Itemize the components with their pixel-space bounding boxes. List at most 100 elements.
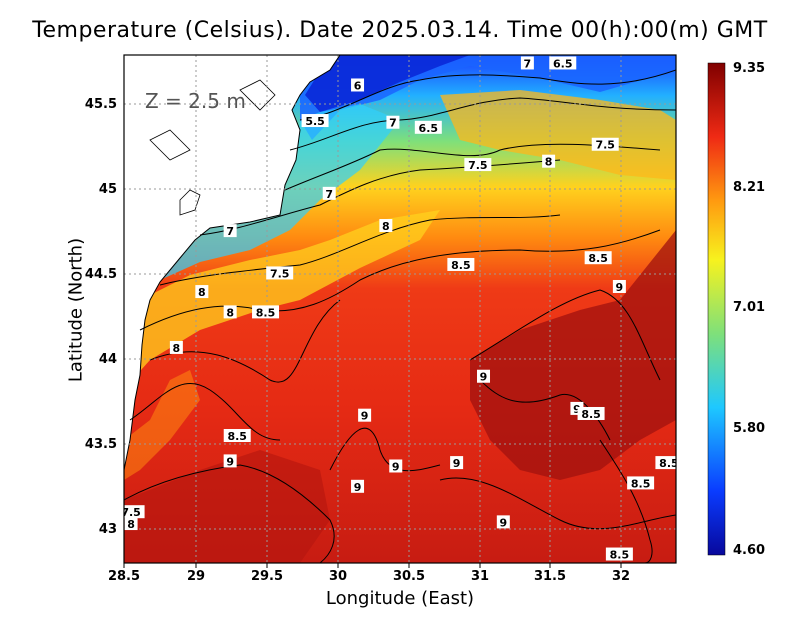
contour-label: 7.5 — [591, 137, 619, 152]
contour-label-text: 7.5 — [270, 267, 290, 280]
contour-label: 7 — [386, 115, 400, 130]
contour-label-text: 8 — [545, 156, 553, 169]
contour-label-box — [450, 456, 464, 470]
contour-label-box — [358, 408, 372, 422]
x-tick-label: 28.5 — [108, 569, 140, 584]
x-axis-title: Longitude (East) — [325, 588, 475, 609]
contour-label-box — [612, 279, 626, 293]
contour-label-text: 8 — [226, 306, 234, 319]
contour-label-box — [520, 56, 534, 70]
contour-label: 8.5 — [605, 547, 633, 562]
contour-label: 8 — [169, 340, 183, 355]
contour-label-box — [655, 456, 676, 470]
contour-label-box — [252, 305, 280, 319]
contour-label-text: 8.5 — [581, 408, 601, 421]
contour-label-box — [414, 120, 442, 134]
contour-label-text: 9 — [226, 455, 234, 468]
contour-label-text: 6.5 — [419, 122, 439, 135]
contour-label-box — [386, 115, 400, 129]
map-title: Temperature (Celsius). Date 2025.03.14. … — [32, 18, 768, 43]
contour-label-text: 9 — [573, 403, 581, 416]
contour-label-box — [223, 305, 237, 319]
y-axis-title: Latitude (North) — [65, 237, 87, 383]
contour-label-text: 7 — [325, 188, 333, 201]
contour-label: 9 — [223, 454, 237, 468]
contour-label: 7 — [520, 56, 534, 70]
y-tick-label: 45.5 — [85, 97, 117, 112]
x-tick-label: 32 — [612, 569, 630, 584]
warm-water-core — [470, 230, 676, 480]
contour-label: 8.5 — [447, 257, 475, 272]
contour-label: 9 — [358, 408, 372, 423]
contour-label-text: 9 — [392, 460, 400, 473]
colorbar-label: 4.60 — [733, 543, 765, 558]
contour-label: 7 — [223, 224, 237, 238]
y-tick-label: 43 — [99, 522, 117, 537]
contour-label: 7 — [322, 186, 336, 201]
x-tick-label: 29.5 — [251, 569, 283, 584]
contour-label: 8 — [195, 285, 209, 299]
contour-label-text: 8 — [198, 286, 206, 299]
contour-label-text: 9 — [453, 457, 461, 470]
contour-label-text: 8.5 — [227, 430, 247, 443]
contour-label: 8.5 — [252, 305, 280, 319]
colorbar-label: 5.80 — [733, 421, 765, 436]
contour-label: 9 — [612, 279, 626, 294]
x-tick-label: 31.5 — [534, 569, 566, 584]
contour-label: 9 — [496, 515, 510, 529]
x-axis: 28.5 29 29.5 30 30.5 31 31.5 32 — [108, 563, 630, 584]
contour-label: 8 — [542, 154, 556, 169]
y-tick-label: 45 — [99, 182, 117, 197]
contour-lines — [124, 69, 676, 563]
depth-label: Z = 2.5 m — [145, 89, 246, 113]
contour-label-box — [124, 517, 138, 531]
contour-label-text: 8 — [173, 342, 181, 355]
contour-label-text: 6 — [354, 79, 362, 92]
contour-label-box — [584, 251, 612, 265]
contour-label-box — [124, 505, 145, 519]
contour-label-text: 8.5 — [610, 549, 630, 562]
contour-label: 9 — [450, 456, 464, 470]
contour-label-box — [169, 340, 183, 354]
colorbar-labels: 9.35 8.21 7.01 5.80 4.60 — [733, 61, 765, 558]
contour-label-text: 9 — [499, 516, 507, 529]
contour-label-box — [447, 257, 475, 271]
contour-label-text: 8.5 — [588, 252, 608, 265]
contour-label-text: 6.5 — [553, 57, 573, 70]
contour-label-text: 8.5 — [631, 477, 651, 490]
contour-label-box — [301, 114, 329, 128]
contour-label-box — [549, 56, 577, 70]
y-axis: 43 43.5 44 44.5 45 45.5 — [85, 97, 117, 537]
contour-label-box — [351, 479, 365, 493]
x-tick-label: 31 — [471, 569, 489, 584]
contour-label-box — [266, 266, 294, 280]
contour-label-box — [577, 406, 605, 420]
contour-label-box — [351, 78, 365, 92]
contour-label-box — [496, 515, 510, 529]
contour-label-box — [379, 219, 393, 233]
contour-label-text: 7.5 — [121, 506, 141, 519]
contour-label: 8.5 — [577, 406, 605, 421]
contour-label: 9 — [351, 479, 365, 494]
contour-label: 6.5 — [414, 120, 442, 135]
contour-label-text: 9 — [616, 281, 624, 294]
colorbar-label: 8.21 — [733, 180, 765, 195]
x-tick-label: 30.5 — [393, 569, 425, 584]
contour-label-text: 7.5 — [468, 159, 488, 172]
contour-label: 8.5 — [223, 429, 251, 443]
contour-label-box — [389, 459, 403, 473]
contour-label: 8.5 — [627, 476, 655, 490]
contour-label: 6 — [351, 78, 365, 92]
contour-label-text: 8.5 — [451, 259, 471, 272]
y-tick-label: 43.5 — [85, 437, 117, 452]
x-tick-label: 29 — [187, 569, 205, 584]
contour-label-box — [542, 154, 556, 168]
grid-lines — [124, 55, 676, 563]
y-tick-label: 44 — [99, 352, 117, 367]
contour-label-box — [223, 429, 251, 442]
contour-label: 8.5 — [655, 456, 676, 470]
contour-label: 6.5 — [549, 56, 577, 70]
